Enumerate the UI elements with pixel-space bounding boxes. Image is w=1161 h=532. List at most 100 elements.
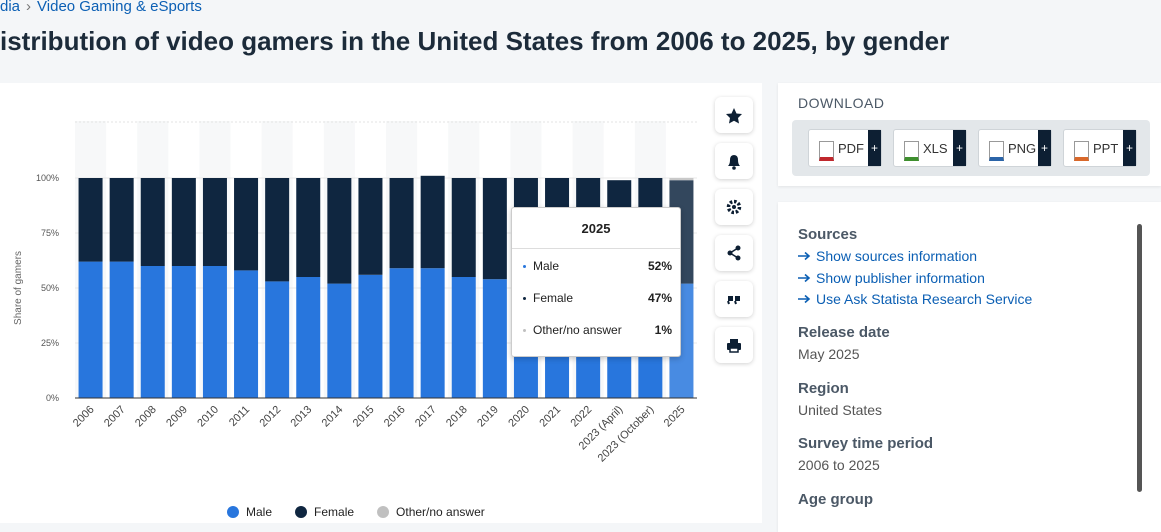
file-icon bbox=[904, 141, 919, 161]
bar-segment bbox=[78, 261, 103, 398]
bar-segment bbox=[389, 178, 414, 269]
bar-segment bbox=[171, 178, 196, 266]
x-tick-label: 2020 bbox=[506, 404, 532, 430]
bar-segment bbox=[109, 178, 134, 262]
button-plus: + bbox=[1123, 130, 1136, 166]
x-tick-label: 2011 bbox=[227, 404, 252, 429]
detail-label: Age group bbox=[798, 490, 873, 508]
x-tick-label: 2013 bbox=[289, 404, 315, 430]
bar-segment bbox=[265, 281, 290, 398]
bar-segment bbox=[171, 266, 196, 398]
share-button[interactable] bbox=[715, 235, 753, 271]
y-tick-label: 0% bbox=[46, 393, 59, 403]
legend-label: Male bbox=[246, 505, 272, 518]
source-link[interactable]: Use Ask Statista Research Service bbox=[798, 291, 1032, 307]
x-tick-label: 2018 bbox=[444, 404, 470, 430]
arrow-icon bbox=[798, 273, 811, 282]
x-tick-label: 2012 bbox=[257, 404, 283, 430]
detail-label: Release date bbox=[798, 324, 890, 341]
tooltip-dot bbox=[523, 297, 526, 300]
button-label: PNG bbox=[1008, 141, 1037, 156]
tooltip-title: 2025 bbox=[512, 208, 680, 249]
tooltip-name: Male bbox=[533, 259, 560, 273]
bar-segment bbox=[296, 178, 321, 277]
x-tick-label: 2023 (October) bbox=[596, 404, 657, 465]
bar-segment bbox=[358, 178, 383, 275]
bar-segment bbox=[669, 178, 694, 181]
bar-segment bbox=[202, 178, 227, 266]
button-label: PPT bbox=[1093, 141, 1119, 156]
scrollbar[interactable] bbox=[1137, 224, 1142, 492]
download-button[interactable]: PPT + bbox=[1063, 129, 1137, 167]
y-axis-label: Share of gamers bbox=[13, 251, 24, 325]
bar-segment bbox=[451, 178, 476, 277]
x-tick-label: 2008 bbox=[133, 404, 159, 430]
tooltip-rows: Male 52% Female 47% Other/no answer 1% bbox=[512, 259, 680, 355]
bar-segment bbox=[451, 277, 476, 398]
breadcrumb-link[interactable]: Video Gaming & eSports bbox=[37, 0, 202, 15]
bar-segment bbox=[140, 178, 165, 266]
bar-segment bbox=[109, 261, 134, 398]
legend-marker bbox=[227, 506, 239, 518]
y-tick-label: 75% bbox=[41, 228, 59, 238]
x-tick-label: 2021 bbox=[537, 404, 563, 430]
y-tick-label: 50% bbox=[41, 283, 59, 293]
x-tick-label: 2019 bbox=[475, 404, 501, 430]
bar-segment bbox=[265, 178, 290, 282]
bar-segment bbox=[202, 266, 227, 398]
detail-value: May 2025 bbox=[798, 346, 860, 362]
x-tick-label: 2022 bbox=[568, 404, 594, 430]
link-text[interactable]: Use Ask Statista Research Service bbox=[816, 291, 1033, 307]
button-label: PDF bbox=[838, 141, 864, 156]
alert-button[interactable] bbox=[715, 143, 753, 179]
tooltip-dot bbox=[523, 265, 526, 268]
file-icon bbox=[1074, 141, 1089, 161]
legend-item[interactable]: Female bbox=[295, 505, 354, 519]
bar-segment bbox=[234, 270, 259, 398]
x-tick-label: 2016 bbox=[382, 404, 408, 430]
tooltip-row: Other/no answer 1% bbox=[512, 323, 680, 355]
arrow-icon bbox=[798, 294, 811, 304]
x-tick-label: 2010 bbox=[195, 404, 221, 430]
tooltip-name: Other/no answer bbox=[533, 323, 622, 337]
x-tick-label: 2009 bbox=[164, 404, 190, 430]
bar-segment bbox=[327, 283, 352, 398]
legend-label: Other/no answer bbox=[396, 505, 485, 518]
download-button[interactable]: PDF + bbox=[808, 129, 882, 167]
bar-segment bbox=[296, 277, 321, 398]
legend-marker bbox=[295, 506, 308, 518]
bar-segment bbox=[482, 178, 507, 280]
favorite-button[interactable] bbox=[715, 97, 753, 133]
link-text[interactable]: Show sources information bbox=[816, 248, 978, 264]
button-label: XLS bbox=[923, 141, 948, 156]
breadcrumb-link[interactable]: dia bbox=[0, 0, 21, 15]
tooltip-row: Female 47% bbox=[512, 291, 680, 323]
legend-item[interactable]: Male bbox=[227, 505, 272, 519]
download-button[interactable]: XLS + bbox=[893, 129, 967, 167]
tooltip-value: 47% bbox=[647, 291, 672, 305]
settings-button[interactable] bbox=[715, 189, 753, 225]
x-tick-label: 2007 bbox=[102, 404, 128, 430]
bar-segment bbox=[420, 175, 445, 269]
tooltip-dot bbox=[523, 329, 526, 332]
source-link[interactable]: Show publisher information bbox=[798, 270, 985, 286]
tooltip-name: Female bbox=[533, 291, 574, 305]
separator: › bbox=[26, 0, 32, 15]
x-tick-label: 2014 bbox=[320, 404, 346, 430]
tooltip-value: 1% bbox=[654, 323, 672, 337]
breadcrumb: dia › Video Gaming & eSports bbox=[0, 0, 202, 15]
link-text[interactable]: Show publisher information bbox=[816, 269, 985, 286]
tooltip: 2025 Male 52% Female 47% Other/no answer 1% bbox=[511, 207, 681, 357]
legend-item[interactable]: Other/no answer bbox=[377, 505, 485, 519]
button-plus: + bbox=[868, 130, 881, 166]
y-tick-label: 25% bbox=[41, 338, 59, 348]
file-icon bbox=[819, 141, 834, 161]
cite-button[interactable] bbox=[715, 281, 753, 317]
download-button[interactable]: PNG + bbox=[978, 129, 1052, 167]
button-plus: + bbox=[953, 130, 966, 166]
bar-segment bbox=[389, 268, 414, 398]
x-tick-label: 2015 bbox=[351, 404, 377, 430]
source-link[interactable]: Show sources information bbox=[798, 248, 977, 264]
print-button[interactable] bbox=[715, 327, 753, 363]
